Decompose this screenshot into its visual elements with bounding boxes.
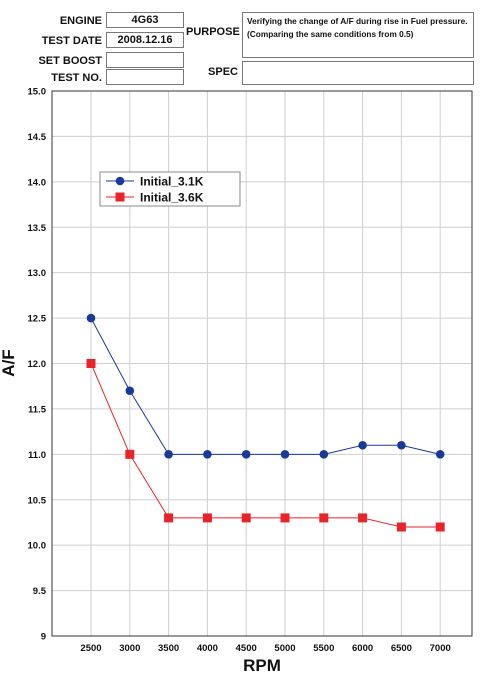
set-boost-value (106, 52, 184, 68)
data-point-square (280, 513, 290, 523)
x-tick-label: 3000 (119, 643, 140, 654)
y-tick-label: 13.5 (28, 223, 47, 234)
y-tick-label: 12.0 (28, 359, 47, 370)
purpose-value: Verifying the change of A/F during rise … (242, 12, 474, 58)
x-tick-label: 7000 (430, 643, 451, 654)
x-tick-label: 3500 (158, 643, 179, 654)
legend-label: Initial_3.6K (140, 191, 204, 205)
purpose-label: PURPOSE (186, 26, 240, 38)
y-tick-label: 10.5 (28, 495, 47, 506)
y-tick-label: 10.0 (28, 541, 47, 552)
series-layer (86, 313, 445, 532)
spec-value (242, 61, 474, 85)
y-tick-label: 11.5 (28, 404, 47, 415)
data-point-square (396, 522, 406, 532)
data-point-circle (358, 440, 367, 450)
data-point-square (86, 359, 96, 368)
y-tick-label: 9.5 (33, 586, 47, 597)
x-tick-labels: 2500 3000 3500 4000 4500 5000 5500 6000 6500 7000 (80, 643, 450, 654)
y-tick-label: 13.0 (28, 268, 47, 279)
x-tick-label: 6500 (391, 643, 412, 654)
x-tick-label: 4000 (197, 643, 218, 654)
y-tick-label: 15.0 (28, 87, 47, 98)
data-point-circle (435, 450, 445, 459)
engine-value: 4G63 (106, 12, 184, 28)
y-tick-labels: 15.0 14.5 14.0 13.5 13.0 12.5 12.0 11.5 11.0 10.5… (28, 87, 47, 643)
x-axis-title: RPM (243, 656, 281, 675)
data-point-square (319, 513, 329, 523)
test-date-value: 2008.12.16 (106, 32, 184, 48)
y-tick-label: 9 (41, 632, 46, 643)
x-tick-label: 6000 (352, 643, 373, 654)
y-tick-label: 12.5 (28, 314, 47, 325)
data-point-circle (125, 386, 135, 396)
legend-marker-square (115, 192, 125, 202)
data-point-square (164, 513, 174, 523)
set-boost-label: SET BOOST (38, 55, 102, 67)
x-tick-label: 5000 (274, 643, 295, 654)
data-point-square (125, 449, 135, 459)
data-point-square (202, 513, 212, 523)
plot-frame (51, 90, 473, 637)
data-point-square (241, 513, 251, 523)
test-no-value (106, 69, 184, 85)
y-tick-label: 11.0 (28, 450, 46, 461)
series-line (90, 363, 441, 528)
test-date-label: TEST DATE (41, 35, 102, 47)
x-tick-label: 2500 (80, 643, 101, 654)
y-tick-label: 14.0 (28, 177, 47, 188)
test-no-label: TEST NO. (51, 72, 102, 84)
engine-label: ENGINE (59, 15, 102, 27)
x-tick-label: 4500 (236, 643, 257, 654)
data-point-circle (241, 450, 251, 459)
y-tick-label: 14.5 (28, 132, 47, 143)
data-point-circle (86, 313, 96, 323)
data-point-circle (319, 450, 329, 459)
data-point-circle (203, 450, 212, 459)
data-point-square (358, 513, 368, 523)
spec-label: SPEC (208, 66, 238, 78)
data-point-square (435, 522, 445, 532)
legend-label: Initial_3.1K (140, 175, 204, 189)
legend-marker-circle (115, 176, 125, 186)
series-line (90, 317, 441, 455)
data-point-circle (280, 450, 290, 459)
y-axis-title: A/F (0, 349, 18, 376)
x-tick-label: 5500 (313, 643, 334, 654)
legend: Initial_3.1K Initial_3.6K (99, 171, 241, 207)
data-point-circle (397, 440, 406, 450)
data-point-circle (164, 450, 173, 459)
